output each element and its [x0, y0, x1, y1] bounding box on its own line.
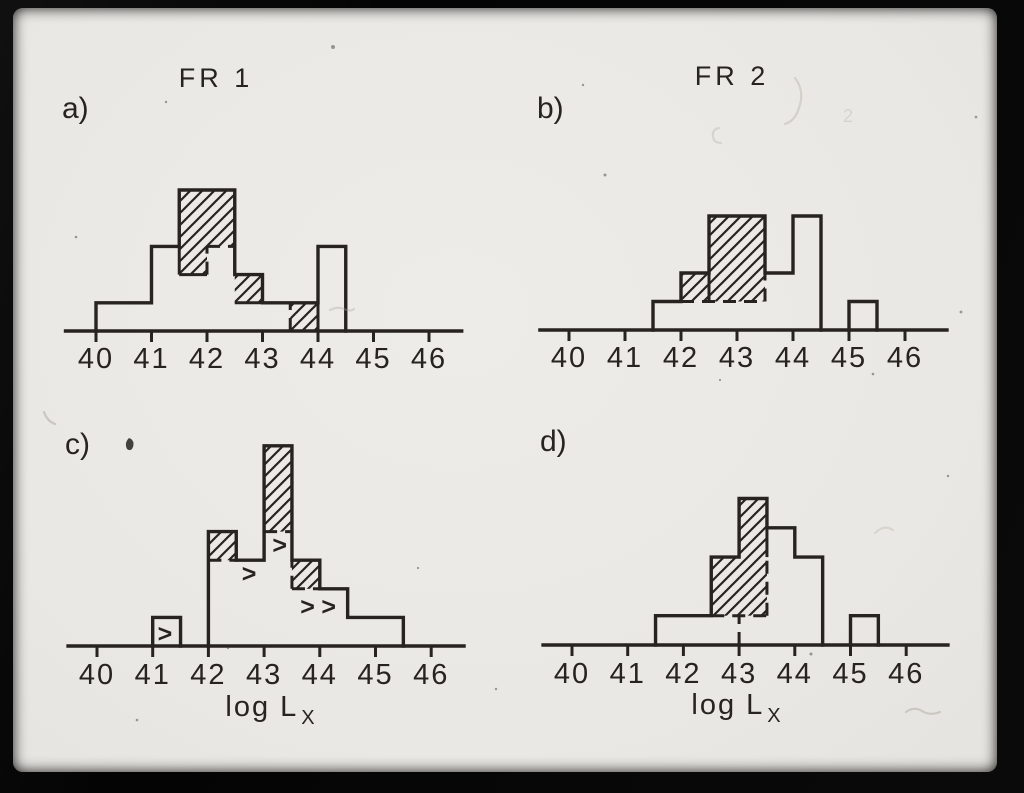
- dust-speck: [946, 474, 950, 478]
- pencil-squiggle: [42, 410, 57, 426]
- panel-letter-b: b): [537, 92, 564, 125]
- tick-label: 41: [135, 659, 171, 691]
- tick-label: 46: [887, 342, 923, 374]
- dust-speck: [74, 235, 78, 239]
- dust-speck: [718, 378, 722, 382]
- pencil-squiggle: [904, 707, 942, 715]
- tick-label: 43: [244, 343, 280, 375]
- tick-label: 45: [355, 343, 391, 375]
- panel-letter-d: d): [540, 425, 567, 458]
- tick-label: 46: [411, 343, 447, 375]
- tick-label: 44: [775, 342, 811, 374]
- tick-label: 40: [551, 342, 587, 374]
- dust-speck: [331, 45, 335, 49]
- histogram-outline: [848, 614, 881, 647]
- tick-label: 43: [719, 342, 755, 374]
- hatch-region: [739, 498, 767, 616]
- hatch-region: [291, 560, 320, 589]
- dust-speck: [871, 372, 875, 376]
- column-title: FR 1: [179, 63, 254, 93]
- hatch-region: [681, 273, 709, 302]
- tick-label: 44: [777, 658, 813, 690]
- tick-label: 41: [607, 342, 643, 374]
- upper-limit-symbol: >: [158, 620, 173, 648]
- dust-speck: [135, 718, 139, 722]
- hatch-region: [290, 302, 318, 331]
- tick-label: 44: [300, 343, 336, 375]
- upper-limit-symbol: >: [300, 593, 315, 621]
- dust-speck: [226, 646, 230, 650]
- figure-paper: 40 41 42 43 44 45 46 a) FR 1 40 41 42 43 44 45 46 b) FR 2…: [13, 8, 997, 772]
- upper-limit-symbol: >: [321, 593, 336, 621]
- tick-label: 41: [133, 343, 169, 375]
- hatch-region: [234, 274, 263, 303]
- hatch-region: [208, 531, 237, 561]
- hatch-region: [709, 216, 765, 302]
- tick-label: 43: [721, 658, 757, 690]
- ink-blot: [125, 438, 134, 451]
- tick-label: 46: [413, 659, 449, 691]
- figure-svg: 40 41 42 43 44 45 46 a) FR 1 40 41 42 43 44 45 46 b) FR 2…: [42, 45, 978, 729]
- tick-label: 46: [888, 658, 924, 690]
- upper-limit-symbol: >: [272, 531, 287, 559]
- pencil-squiggle: [328, 306, 356, 312]
- tick-label: 40: [78, 343, 114, 375]
- histogram-outline: [847, 299, 879, 332]
- histogram-outline: [651, 214, 823, 332]
- dust-speck: [603, 173, 607, 177]
- histogram-outline: [206, 444, 406, 648]
- tick-label: 42: [663, 342, 699, 374]
- hatch-region: [711, 557, 740, 616]
- dust-speck: [164, 100, 168, 104]
- tick-label: 42: [665, 658, 701, 690]
- tick-label: 42: [190, 659, 226, 691]
- histogram-outline: [150, 615, 183, 648]
- dust-speck: [809, 652, 813, 656]
- hatch-region: [179, 190, 207, 275]
- panel-a: 40 41 42 43 44 45 46 a) FR 1: [62, 63, 464, 375]
- dust-speck: [416, 566, 420, 570]
- tick-label: 45: [357, 659, 393, 691]
- tick-label: 41: [610, 658, 646, 690]
- pencil-squiggle: [873, 526, 895, 535]
- tick-label: 42: [189, 343, 225, 375]
- histogram-outline: [653, 496, 825, 647]
- tick-label: 45: [831, 342, 867, 374]
- upper-limit-symbol: >: [242, 560, 257, 588]
- pencil-squiggle: [711, 126, 723, 145]
- panel-b: 40 41 42 43 44 45 46 b) FR 2: [537, 61, 949, 374]
- histogram-outline: [94, 188, 348, 333]
- hatch-region: [207, 190, 235, 247]
- tick-label: 43: [246, 659, 282, 691]
- dust-speck: [974, 115, 978, 119]
- hatch-region: [264, 445, 292, 532]
- tick-label: 45: [832, 658, 868, 690]
- column-title: FR 2: [695, 61, 770, 91]
- dust-speck: [494, 687, 498, 691]
- dust-speck: [581, 83, 585, 87]
- pencil-squiggle: [783, 76, 803, 126]
- tick-label: 40: [554, 658, 590, 690]
- tick-label: 44: [302, 659, 338, 691]
- dust-speck: [959, 310, 963, 314]
- tick-label: 40: [79, 659, 115, 691]
- panel-letter-c: c): [65, 428, 90, 461]
- scan-artifacts: 2: [42, 45, 978, 722]
- panel-letter-a: a): [62, 92, 89, 125]
- faint-pencil-text: 2: [843, 106, 853, 126]
